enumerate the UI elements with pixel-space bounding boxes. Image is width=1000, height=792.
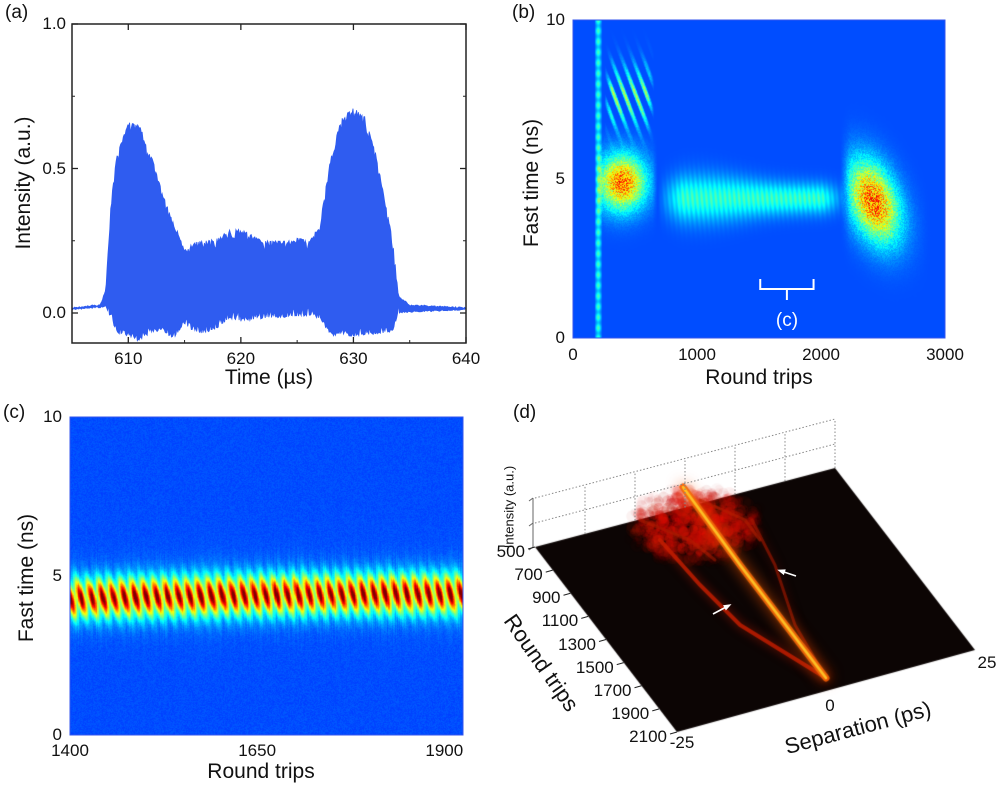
grid-line: [534, 418, 836, 499]
arrow-head-icon: [723, 604, 732, 611]
panel-b-annotation: (c): [775, 310, 799, 331]
y-tick-label: 10: [43, 407, 62, 426]
z-tick: [528, 497, 534, 502]
y-tick-label: 1300: [558, 634, 596, 654]
y-tick-label: 5: [555, 169, 565, 188]
y-tick-label: 500: [496, 542, 525, 561]
y-tick: [563, 592, 571, 596]
panel-b-ylabel: Fast time (ns): [520, 118, 543, 248]
y-tick: [634, 685, 642, 689]
y-tick-label: 10: [546, 10, 565, 29]
y-tick-label: 2100: [629, 727, 667, 746]
panel-a-ylabel: Intensity (a.u.): [12, 116, 35, 250]
intensity-trace: [71, 108, 467, 342]
y-tick-label: 1700: [593, 680, 632, 700]
x-tick-label: 610: [114, 349, 143, 368]
panel-d-zlabel: Intensity (a.u.): [501, 465, 517, 549]
panel-c-ylabel: Fast time (ns): [15, 513, 38, 643]
panel-a-label: (a): [5, 2, 29, 23]
y-tick-label: 0.5: [42, 158, 66, 178]
x-tick-label: 0: [568, 345, 578, 364]
panel-c-label: (c): [3, 402, 26, 423]
x-tick-label: 640: [451, 349, 481, 368]
y-tick-label: 1900: [611, 703, 650, 723]
panel-d-label: (d): [513, 402, 537, 423]
panel-b-axes: [572, 19, 946, 339]
x-tick-label: 620: [226, 349, 256, 368]
y-tick: [669, 731, 678, 735]
z-tick: [528, 522, 534, 527]
panel-c-frame: [69, 416, 464, 736]
x-tick-label: 1400: [51, 741, 89, 760]
y-tick-label: 0: [555, 328, 565, 347]
grid-line: [534, 443, 836, 524]
x-tick-label: 1650: [238, 741, 277, 760]
bracket-annotation: [759, 279, 815, 290]
y-tick: [616, 662, 624, 666]
y-tick: [598, 639, 607, 642]
panel-c-xlabel: Round trips: [207, 760, 315, 783]
x-tick-label: 2000: [802, 345, 840, 364]
panel-d-surface: [490, 400, 1000, 792]
panel-a-frame: [71, 23, 467, 344]
y-tick-label: 1.0: [42, 14, 66, 33]
panel-c-heatmap: [70, 417, 463, 735]
x-tick-label: -25: [669, 733, 695, 752]
y-tick-label: 1100: [541, 611, 579, 631]
panel-b-xlabel: Round trips: [705, 366, 813, 389]
y-tick: [527, 546, 536, 550]
y-tick-label: 1500: [575, 657, 614, 677]
y-tick: [581, 615, 589, 619]
x-tick-label: 0: [825, 696, 835, 715]
y-tick-label: 0: [52, 725, 62, 744]
arrow-head-icon: [777, 569, 786, 576]
panel-b-heatmap: [573, 20, 945, 338]
x-tick-label: 1900: [425, 741, 464, 760]
panel-c-axes: [69, 416, 464, 736]
y-tick: [545, 569, 553, 573]
x-tick-label: 25: [977, 653, 997, 672]
panel-d-axes: [527, 418, 836, 735]
x-tick-label: 3000: [926, 345, 964, 364]
y-tick-label: 5: [52, 566, 62, 585]
y-tick-label: 700: [514, 565, 543, 585]
panel-a-xlabel: Time (µs): [224, 366, 314, 389]
panel-a-plot: [71, 23, 467, 344]
y-tick: [652, 708, 660, 712]
panel-b-label: (b): [512, 2, 536, 23]
y-tick-label: 900: [532, 588, 561, 608]
x-tick-label: 1000: [678, 345, 716, 364]
x-tick-label: 630: [339, 349, 368, 368]
y-tick-label: 0.0: [42, 303, 66, 322]
panel-b-frame: [572, 19, 946, 339]
